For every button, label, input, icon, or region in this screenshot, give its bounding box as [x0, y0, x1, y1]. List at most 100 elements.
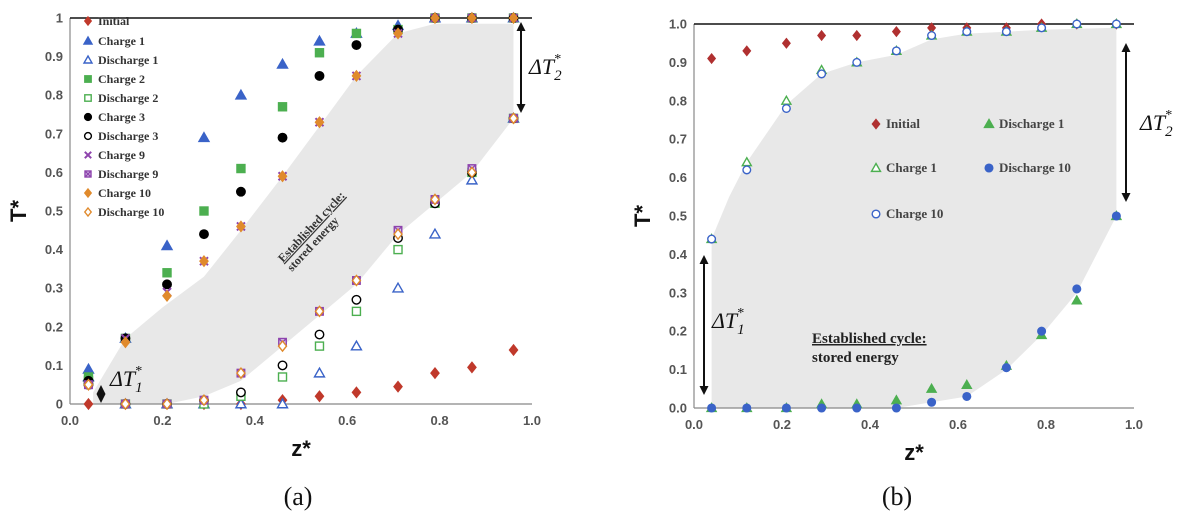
delta-symbol: ΔT: [109, 366, 137, 391]
x-axis-title: z*: [291, 436, 311, 461]
y-tick-label: 0.2: [45, 319, 63, 334]
data-point: [852, 403, 862, 413]
data-points: [82, 11, 520, 411]
region-label-line1: Established cycle:: [812, 331, 927, 347]
data-point: [1001, 27, 1011, 37]
diamond-marker: [891, 26, 901, 38]
legend-marker: [83, 15, 93, 27]
legend-label: Initial: [98, 14, 130, 28]
data-point: [197, 131, 211, 143]
legend-label: Charge 9: [98, 148, 145, 162]
triangle-marker: [925, 382, 938, 393]
delta-asterisk: *: [135, 364, 142, 379]
diamond-marker: [508, 343, 519, 357]
square-marker: [277, 102, 288, 112]
x-tick-label: 0.8: [431, 413, 449, 428]
legend-marker: [84, 151, 92, 159]
triangle-marker: [234, 397, 248, 409]
data-point: [817, 403, 827, 413]
data-point: [351, 386, 362, 399]
diamond-marker: [277, 170, 288, 183]
circle-marker: [817, 69, 827, 79]
arrow-head-top: [1121, 43, 1131, 52]
triangle-marker: [313, 34, 326, 46]
data-point: [351, 294, 362, 305]
legend-label: Discharge 1: [98, 53, 158, 67]
data-points: [705, 18, 1123, 413]
y-tick-label: 0.4: [45, 242, 64, 257]
legend-label: Discharge 10: [98, 205, 164, 219]
circle-marker: [871, 209, 881, 219]
circle-marker: [984, 163, 994, 173]
data-point: [742, 45, 752, 57]
triangle-marker: [82, 35, 94, 45]
circle-marker: [1111, 211, 1121, 221]
data-point: [927, 397, 937, 407]
diamond-marker: [314, 305, 325, 318]
legend-label: Discharge 3: [98, 129, 158, 143]
diamond-marker: [430, 366, 440, 380]
data-point: [1071, 294, 1083, 305]
data-point: [199, 206, 209, 216]
series-charge-10: [83, 11, 519, 391]
data-point: [1072, 19, 1082, 29]
legend-marker: [83, 206, 93, 218]
diamond-marker: [430, 11, 440, 25]
diamond-marker: [351, 386, 362, 399]
y-tick-label: 0.5: [45, 204, 63, 219]
data-point: [467, 166, 477, 179]
legend-label: Discharge 1: [999, 116, 1064, 131]
data-point: [120, 397, 131, 411]
data-point: [234, 88, 248, 100]
data-point: [160, 239, 174, 251]
legend-label: Charge 1: [886, 160, 937, 175]
square-marker: [314, 48, 325, 58]
triangle-marker: [160, 239, 174, 251]
data-point: [962, 27, 972, 37]
arrow-head-bottom: [699, 386, 709, 395]
panel-b-chart: 0.0 0.2 0.4 0.6 0.8 1.0 0.0 0.1 0.2 0.3 0.4 0.5 0.6 0…: [630, 17, 1173, 466]
data-point: [781, 403, 791, 413]
diamond-marker: [83, 378, 94, 391]
data-point: [277, 102, 288, 112]
y-tick-label: 0.6: [45, 165, 63, 180]
diamond-marker: [236, 220, 246, 233]
data-point: [707, 234, 717, 244]
circle-marker: [1072, 284, 1082, 294]
legend-label: Charge 2: [98, 72, 145, 86]
delta-t2-arrow: [516, 22, 526, 113]
legend-label: Discharge 9: [98, 167, 158, 181]
delta-subscript: 2: [1165, 124, 1173, 140]
data-point: [314, 116, 325, 129]
circle-marker: [817, 403, 827, 413]
delta-t1-arrow: [96, 385, 106, 403]
diamond-marker: [277, 339, 288, 353]
legend-label: Discharge 2: [98, 91, 158, 105]
diamond-marker: [314, 390, 325, 403]
triangle-marker: [276, 397, 289, 409]
diamond-marker: [199, 394, 209, 407]
legend-label: Initial: [886, 116, 920, 131]
arrow-head-bottom: [516, 104, 526, 113]
series-discharge-10: [707, 211, 1121, 413]
data-point: [430, 193, 440, 206]
arrow-head-top: [699, 255, 709, 264]
circle-marker: [351, 294, 362, 305]
data-point: [351, 306, 362, 317]
data-point: [277, 170, 288, 183]
data-point: [707, 52, 717, 65]
legend-label: Charge 1: [98, 34, 145, 48]
arrow-head-top: [96, 385, 106, 394]
data-point: [351, 69, 362, 83]
triangle-marker: [234, 88, 248, 100]
delta-t1-arrow: [699, 255, 709, 395]
data-point: [235, 186, 246, 197]
circle-marker: [314, 70, 325, 81]
circle-marker: [707, 234, 717, 244]
x-tick-label: 0.0: [685, 417, 703, 432]
data-point: [162, 268, 172, 278]
arrow-head-bottom: [96, 394, 106, 403]
diamond-marker: [199, 255, 209, 268]
y-tick-label: 0.7: [669, 132, 687, 147]
